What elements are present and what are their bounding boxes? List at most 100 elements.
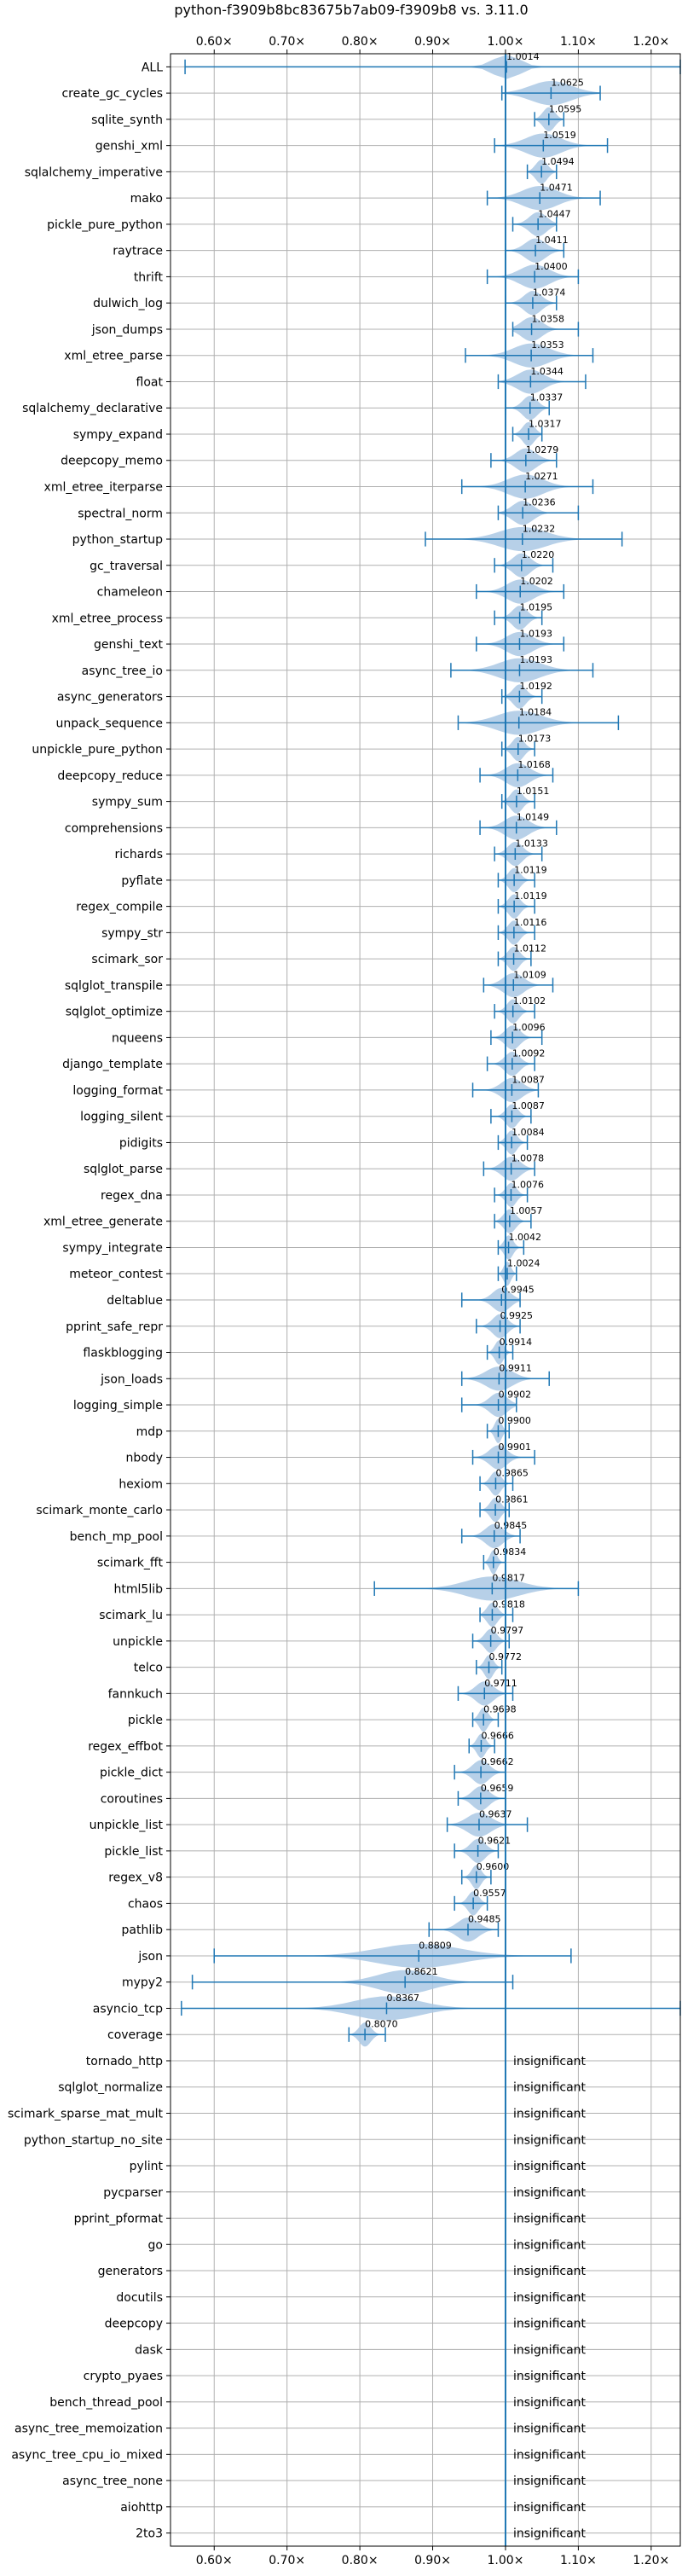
category-label: genshi_xml xyxy=(95,140,163,154)
violin-hexiom: 0.9865 xyxy=(479,1468,529,1496)
x-tick-label-bottom: 1.10× xyxy=(560,2554,597,2567)
category-label: regex_v8 xyxy=(108,1871,163,1885)
value-label: 0.9900 xyxy=(498,1415,531,1426)
category-label: gc_traversal xyxy=(90,560,163,573)
value-label: 0.9485 xyxy=(468,1914,501,1925)
insignificant-label: insignificant xyxy=(513,2291,587,2305)
value-label: 1.0092 xyxy=(512,1048,546,1059)
value-label: 1.0494 xyxy=(541,156,575,167)
category-label: chameleon xyxy=(97,586,163,600)
category-label: sqlalchemy_imperative xyxy=(25,165,163,179)
violin-regex_v8: 0.9600 xyxy=(460,1861,509,1889)
violin-logging_format: 1.0087 xyxy=(471,1074,545,1103)
category-label: json_loads xyxy=(100,1372,163,1386)
violin-mako: 1.0471 xyxy=(486,183,601,211)
violin-pprint_safe_repr: 0.9925 xyxy=(476,1310,534,1338)
category-label: sqlglot_parse xyxy=(84,1163,163,1176)
x-tick-label-bottom: 1.00× xyxy=(488,2554,524,2567)
category-label: sqlglot_normalize xyxy=(58,2081,163,2095)
value-label: 0.9925 xyxy=(500,1310,534,1321)
violin-mypy2: 0.8621 xyxy=(191,1966,514,1994)
category-label: nqueens xyxy=(112,1031,163,1045)
value-label: 1.0184 xyxy=(519,707,552,718)
violin-dulwich_log: 1.0374 xyxy=(505,287,565,316)
value-label: 0.9698 xyxy=(483,1704,517,1715)
violin-sqlglot_transpile: 1.0109 xyxy=(483,969,554,997)
category-label: pickle_dict xyxy=(100,1767,164,1780)
violin-telco: 0.9772 xyxy=(476,1651,522,1680)
value-label: 1.0337 xyxy=(530,392,564,403)
value-label: 1.0193 xyxy=(519,628,552,639)
value-label: 0.9902 xyxy=(499,1389,532,1400)
category-label: sqlite_synth xyxy=(91,113,163,127)
category-label: unpickle_list xyxy=(90,1819,164,1832)
violin-coverage: 0.8070 xyxy=(348,2019,398,2047)
value-label: 1.0236 xyxy=(523,497,556,508)
insignificant-label: insignificant xyxy=(513,2474,587,2488)
violin-comprehensions: 1.0149 xyxy=(479,812,558,840)
category-label: unpickle_pure_python xyxy=(32,743,163,757)
value-label: 0.9659 xyxy=(481,1783,514,1794)
value-label: 1.0202 xyxy=(520,576,553,587)
category-label: chaos xyxy=(128,1897,163,1911)
category-label: async_tree_io xyxy=(82,664,163,678)
value-label: 1.0279 xyxy=(526,444,559,455)
insignificant-label: insignificant xyxy=(513,2265,587,2278)
category-label: regex_compile xyxy=(76,901,163,914)
x-tick-label-bottom: 0.80× xyxy=(342,2554,379,2567)
violin-json: 0.8809 xyxy=(213,1940,572,1969)
violin-sympy_str: 1.0116 xyxy=(497,917,547,945)
category-label: dulwich_log xyxy=(93,297,163,310)
x-tick-label-bottom: 0.90× xyxy=(414,2554,451,2567)
insignificant-label: insignificant xyxy=(513,2238,587,2252)
category-label: 2to3 xyxy=(136,2527,163,2541)
category-label: sympy_integrate xyxy=(62,1241,163,1255)
violin-sqlalchemy_imperative: 1.0494 xyxy=(526,156,575,184)
violin-genshi_text: 1.0193 xyxy=(476,628,565,657)
value-label: 1.0471 xyxy=(540,183,573,194)
category-label: scimark_monte_carlo xyxy=(36,1504,163,1517)
value-label: 0.9818 xyxy=(492,1598,525,1610)
category-label: sympy_expand xyxy=(73,428,163,442)
insignificant-label: insignificant xyxy=(513,2081,587,2095)
value-label: 1.0192 xyxy=(519,681,552,692)
category-label: telco xyxy=(134,1662,163,1675)
category-label: logging_format xyxy=(72,1084,163,1098)
category-label: async_tree_cpu_io_mixed xyxy=(11,2448,163,2462)
violin-layer: 1.0014 1.0625 1.0595 1.0519 1.0494 1.0471 1.04… xyxy=(181,51,681,2546)
violin-xml_etree_iterparse: 1.0271 xyxy=(460,471,594,499)
x-tick-label-bottom: 0.60× xyxy=(196,2554,233,2567)
category-label: tornado_http xyxy=(86,2055,163,2068)
category-label: logging_silent xyxy=(80,1111,163,1124)
value-label: 1.0400 xyxy=(535,261,568,272)
violin-richards: 1.0133 xyxy=(494,838,548,867)
insignificant-label: insignificant xyxy=(513,2343,587,2357)
x-tick-label-top: 0.70× xyxy=(269,35,305,49)
category-label: pylint xyxy=(130,2160,164,2173)
violin-sqlite_synth: 1.0595 xyxy=(534,103,581,131)
violin-create_gc_cycles: 1.0625 xyxy=(500,78,601,106)
insignificant-label: insignificant xyxy=(513,2527,587,2541)
violin-sqlglot_optimize: 1.0102 xyxy=(494,995,546,1024)
violin-asyncio_tcp: 0.8367 xyxy=(181,1993,681,2021)
value-label: 0.9845 xyxy=(494,1520,528,1531)
value-label: 1.0149 xyxy=(517,812,550,823)
value-label: 1.0116 xyxy=(514,917,547,928)
category-label: float xyxy=(136,375,164,389)
category-label: sqlalchemy_declarative xyxy=(22,402,163,415)
category-label: mdp xyxy=(136,1425,164,1439)
value-label: 1.0173 xyxy=(518,733,552,744)
x-tick-label-top: 1.10× xyxy=(560,35,597,49)
value-label: 0.9901 xyxy=(499,1442,532,1453)
category-label: go xyxy=(148,2238,163,2252)
category-label: async_generators xyxy=(57,691,163,705)
value-label: 1.0220 xyxy=(522,549,555,560)
insignificant-label: insignificant xyxy=(513,2133,587,2147)
x-axis-top: 0.60× 0.70× 0.80× 0.90× 1.00× 1.10× 1.20× xyxy=(196,35,669,54)
violin-pickle_pure_python: 1.0447 xyxy=(512,208,571,237)
violin-sympy_integrate: 1.0042 xyxy=(497,1232,541,1260)
violin-raytrace: 1.0411 xyxy=(505,235,569,263)
violin-async_tree_io: 1.0193 xyxy=(450,654,594,682)
category-label: pickle_list xyxy=(104,1845,163,1859)
